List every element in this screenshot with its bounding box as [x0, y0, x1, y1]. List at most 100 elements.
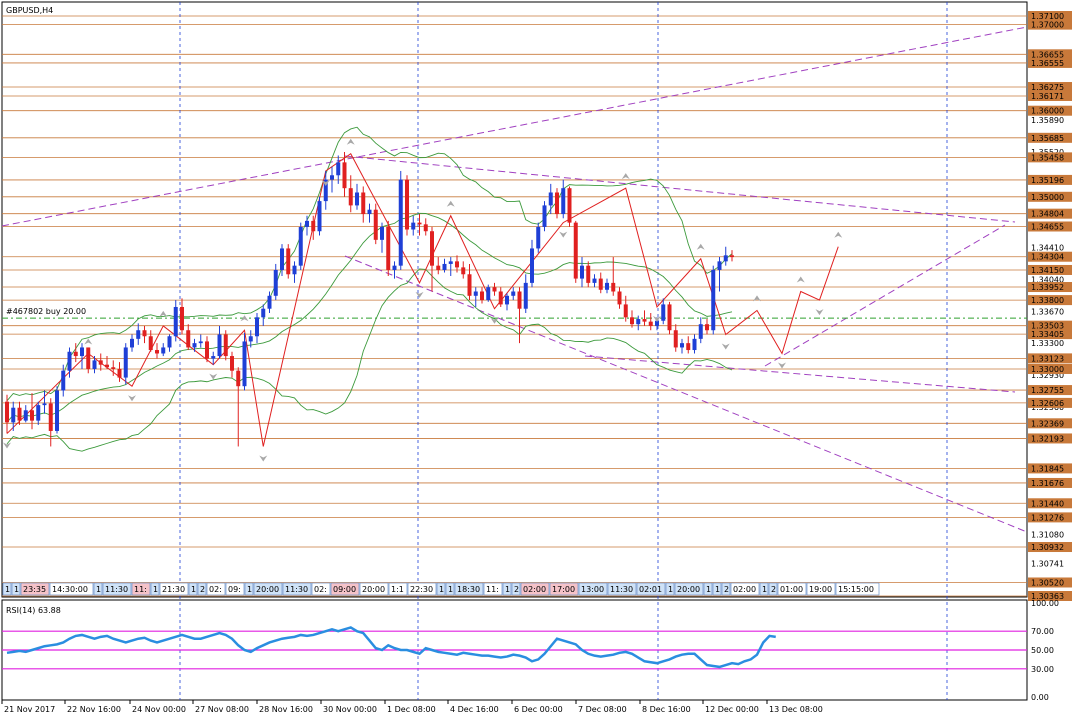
candle-body[interactable]	[280, 248, 284, 270]
candle-body[interactable]	[611, 282, 616, 292]
session-tag[interactable]	[282, 582, 312, 596]
session-tag[interactable]	[607, 582, 637, 596]
candle-body[interactable]	[98, 360, 103, 365]
candle-body[interactable]	[161, 347, 166, 354]
candle-body[interactable]	[530, 248, 534, 283]
session-tag[interactable]	[311, 582, 331, 596]
candle-body[interactable]	[536, 226, 541, 249]
candle-body[interactable]	[292, 265, 297, 275]
session-tag[interactable]	[225, 582, 245, 596]
candle-body[interactable]	[730, 255, 734, 258]
trend-line[interactable]	[344, 255, 1028, 533]
session-tag[interactable]	[131, 582, 151, 596]
session-tag[interactable]	[359, 582, 389, 596]
candle-body[interactable]	[673, 330, 678, 348]
session-tag[interactable]	[674, 582, 704, 596]
candle-body[interactable]	[17, 407, 22, 421]
candle-body[interactable]	[692, 338, 697, 351]
candle-body[interactable]	[561, 188, 566, 215]
candle-body[interactable]	[130, 338, 134, 348]
candle-body[interactable]	[655, 320, 659, 326]
candle-body[interactable]	[623, 304, 628, 318]
candle-body[interactable]	[36, 405, 41, 421]
candle-body[interactable]	[248, 336, 253, 342]
candle-body[interactable]	[230, 356, 234, 371]
candle-body[interactable]	[592, 278, 597, 283]
candle-body[interactable]	[455, 261, 459, 268]
candle-body[interactable]	[405, 179, 409, 230]
candle-body[interactable]	[711, 269, 716, 331]
candle-body[interactable]	[11, 407, 16, 423]
candle-body[interactable]	[180, 306, 184, 331]
session-tag[interactable]	[436, 582, 446, 596]
candle-body[interactable]	[330, 175, 334, 180]
candle-body[interactable]	[461, 267, 466, 275]
candle-body[interactable]	[42, 403, 47, 406]
candle-body[interactable]	[642, 319, 647, 322]
candle-body[interactable]	[117, 368, 122, 378]
candle-body[interactable]	[723, 255, 728, 262]
candle-body[interactable]	[186, 330, 191, 348]
session-tag[interactable]	[2, 582, 12, 596]
session-tag[interactable]	[511, 582, 521, 596]
candle-body[interactable]	[417, 222, 422, 225]
candle-body[interactable]	[505, 295, 509, 305]
candle-body[interactable]	[155, 350, 159, 354]
candle-body[interactable]	[548, 192, 553, 206]
session-tag[interactable]	[159, 582, 189, 596]
candle-body[interactable]	[473, 291, 478, 296]
candle-body[interactable]	[167, 336, 172, 348]
candle-body[interactable]	[498, 291, 503, 305]
candle-body[interactable]	[317, 201, 322, 232]
candle-body[interactable]	[136, 330, 141, 339]
session-tag[interactable]	[454, 582, 484, 596]
candle-body[interactable]	[573, 222, 578, 279]
candle-body[interactable]	[242, 341, 247, 387]
candle-body[interactable]	[648, 321, 653, 326]
session-tag[interactable]	[549, 582, 579, 596]
session-tag[interactable]	[502, 582, 512, 596]
candle-body[interactable]	[298, 226, 303, 266]
candle-body[interactable]	[223, 334, 228, 357]
session-tag[interactable]	[188, 582, 198, 596]
session-tag[interactable]	[483, 582, 503, 596]
trend-line[interactable]	[764, 224, 1006, 367]
candle-body[interactable]	[442, 263, 447, 270]
candle-body[interactable]	[5, 401, 9, 423]
trend-line[interactable]	[584, 355, 1016, 393]
candle-body[interactable]	[105, 364, 109, 368]
session-tag[interactable]	[777, 582, 807, 596]
candle-body[interactable]	[661, 304, 666, 321]
candle-body[interactable]	[705, 324, 709, 331]
candle-body[interactable]	[567, 188, 572, 223]
session-tag[interactable]	[835, 582, 880, 596]
candle-body[interactable]	[211, 356, 216, 359]
candle-body[interactable]	[717, 261, 722, 270]
candle-body[interactable]	[80, 347, 84, 357]
session-tag[interactable]	[150, 582, 160, 596]
candle-body[interactable]	[305, 220, 309, 227]
candle-body[interactable]	[348, 188, 353, 206]
candle-body[interactable]	[23, 410, 28, 421]
session-tag[interactable]	[102, 582, 132, 596]
candle-body[interactable]	[111, 367, 116, 369]
candle-body[interactable]	[555, 192, 559, 215]
session-tag[interactable]	[712, 582, 722, 596]
session-tag[interactable]	[330, 582, 360, 596]
candle-body[interactable]	[123, 347, 128, 378]
candle-body[interactable]	[198, 341, 203, 344]
candle-body[interactable]	[617, 291, 622, 305]
candle-body[interactable]	[436, 265, 441, 270]
candle-body[interactable]	[273, 269, 278, 296]
session-tag[interactable]	[388, 582, 408, 596]
candle-body[interactable]	[92, 360, 97, 369]
candle-body[interactable]	[448, 261, 453, 264]
candle-body[interactable]	[423, 224, 428, 232]
session-tag[interactable]	[665, 582, 675, 596]
candle-body[interactable]	[73, 351, 78, 357]
candle-body[interactable]	[698, 324, 703, 339]
candle-body[interactable]	[142, 330, 147, 337]
candle-body[interactable]	[517, 291, 522, 309]
candle-body[interactable]	[373, 209, 378, 240]
